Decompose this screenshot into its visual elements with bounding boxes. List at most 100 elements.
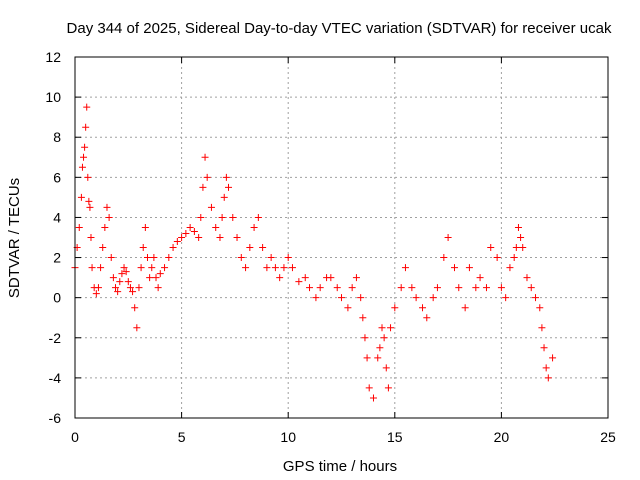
data-point <box>361 334 369 342</box>
data-point <box>549 354 557 362</box>
data-point <box>114 288 122 296</box>
data-point <box>423 314 431 322</box>
data-point <box>523 274 531 282</box>
data-point <box>259 244 267 252</box>
data-point <box>143 254 151 262</box>
data-point <box>391 304 399 312</box>
data-point <box>378 324 386 332</box>
data-point <box>201 153 209 161</box>
y-tick-label: 4 <box>53 209 61 225</box>
data-point <box>233 234 241 241</box>
data-point <box>116 278 124 286</box>
data-point <box>154 284 162 292</box>
data-point <box>433 284 441 292</box>
data-point <box>169 244 177 252</box>
y-tick-label: -4 <box>49 370 62 386</box>
data-point <box>222 173 230 181</box>
data-point <box>465 264 473 272</box>
plot-frame <box>74 56 609 419</box>
data-point <box>514 223 522 231</box>
data-point <box>267 254 275 262</box>
data-point <box>327 274 335 282</box>
data-point <box>280 264 288 272</box>
data-point <box>510 254 518 262</box>
data-point <box>103 203 111 211</box>
axis-ticks: 0 5 10 15 20 25 -6 -4 -2 0 2 4 6 8 10 12 <box>45 49 616 445</box>
data-point <box>139 244 147 252</box>
data-point <box>527 284 535 292</box>
data-point <box>94 284 102 292</box>
data-point <box>81 143 89 151</box>
data-point <box>359 314 367 322</box>
gridlines <box>75 57 608 418</box>
y-tick-label: 6 <box>53 169 61 185</box>
data-point <box>348 284 356 292</box>
x-tick-label: 20 <box>494 429 510 445</box>
data-point <box>295 278 303 286</box>
data-point <box>429 294 437 302</box>
data-point <box>284 254 292 262</box>
data-point <box>105 213 113 221</box>
data-point <box>101 223 109 231</box>
data-point <box>82 123 90 131</box>
data-point <box>242 264 250 272</box>
data-point <box>517 234 525 241</box>
data-point <box>363 354 371 362</box>
y-tick-label: 0 <box>53 290 61 306</box>
data-point <box>482 284 490 292</box>
data-point <box>99 244 107 252</box>
data-point <box>203 173 211 181</box>
data-point <box>532 294 540 302</box>
data-point <box>387 324 395 332</box>
data-point <box>502 294 510 302</box>
data-point <box>312 294 320 302</box>
data-point <box>133 324 141 332</box>
data-points <box>71 103 557 402</box>
x-axis-label: GPS time / hours <box>283 458 397 475</box>
data-point <box>80 153 88 161</box>
data-point <box>78 163 86 171</box>
data-point <box>401 264 409 272</box>
data-point <box>148 264 156 272</box>
data-point <box>397 284 405 292</box>
y-tick-label: -6 <box>49 410 62 426</box>
data-point <box>369 394 377 402</box>
data-point <box>455 284 463 292</box>
data-point <box>306 284 314 292</box>
data-point <box>146 274 154 282</box>
data-point <box>207 203 215 211</box>
data-point <box>161 264 169 272</box>
data-point <box>374 354 382 362</box>
data-point <box>288 264 296 272</box>
data-point <box>444 234 452 241</box>
data-point <box>301 274 309 282</box>
data-point <box>118 270 126 278</box>
data-point <box>493 254 501 262</box>
data-point <box>512 244 520 252</box>
data-point <box>109 274 117 282</box>
data-point <box>156 270 164 278</box>
x-tick-label: 15 <box>387 429 403 445</box>
data-point <box>357 294 365 302</box>
data-point <box>150 254 158 262</box>
data-point <box>135 284 143 292</box>
data-point <box>338 294 345 302</box>
data-point <box>246 244 254 252</box>
data-point <box>440 254 448 262</box>
data-point <box>365 384 373 392</box>
data-point <box>316 284 324 292</box>
x-tick-label: 25 <box>600 429 616 445</box>
data-point <box>84 173 92 181</box>
data-point <box>254 213 262 221</box>
data-point <box>197 213 205 221</box>
data-point <box>124 278 132 286</box>
data-point <box>92 290 100 298</box>
data-point <box>506 264 514 272</box>
data-point <box>536 304 544 312</box>
data-point <box>77 193 85 201</box>
data-point <box>450 264 458 272</box>
data-point <box>141 223 149 231</box>
data-point <box>376 344 384 352</box>
x-tick-label: 0 <box>71 429 79 445</box>
